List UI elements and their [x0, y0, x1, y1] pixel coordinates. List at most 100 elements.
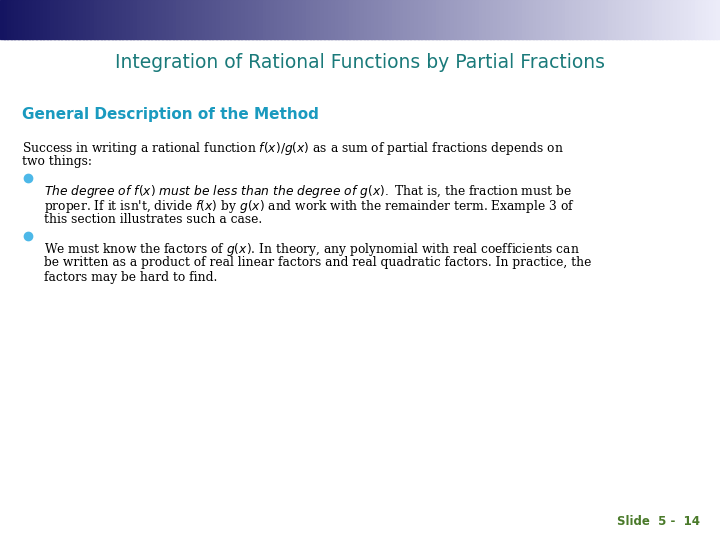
Bar	[688, 0, 692, 39]
Bar	[180, 0, 184, 39]
Bar	[407, 0, 411, 39]
Bar	[94, 0, 98, 39]
Bar	[425, 0, 429, 39]
Bar	[558, 0, 562, 39]
Bar	[79, 0, 84, 39]
Bar	[277, 0, 282, 39]
Bar	[191, 0, 195, 39]
Bar	[140, 0, 145, 39]
Bar	[155, 0, 159, 39]
Bar	[472, 0, 476, 39]
Bar	[551, 0, 555, 39]
Bar	[698, 0, 703, 39]
Bar	[486, 0, 490, 39]
Bar	[670, 0, 674, 39]
Bar	[655, 0, 660, 39]
Bar	[702, 0, 706, 39]
Bar	[328, 0, 332, 39]
Bar	[378, 0, 382, 39]
Bar	[342, 0, 346, 39]
Bar	[166, 0, 170, 39]
Bar	[598, 0, 602, 39]
Bar	[349, 0, 354, 39]
Bar	[270, 0, 274, 39]
Bar	[86, 0, 91, 39]
Bar	[468, 0, 472, 39]
Text: General Description of the Method: General Description of the Method	[22, 107, 319, 122]
Bar	[482, 0, 487, 39]
Bar	[32, 0, 37, 39]
Bar	[119, 0, 123, 39]
Bar	[209, 0, 213, 39]
Text: Success in writing a rational function $f(x)/g(x)$ as a sum of partial fractions: Success in writing a rational function $…	[22, 140, 564, 157]
Bar	[158, 0, 163, 39]
Bar	[29, 0, 33, 39]
Bar	[346, 0, 350, 39]
Bar	[126, 0, 130, 39]
Bar	[248, 0, 253, 39]
Bar	[227, 0, 231, 39]
Bar	[554, 0, 559, 39]
Bar	[634, 0, 638, 39]
Bar	[562, 0, 566, 39]
Text: factors may be hard to find.: factors may be hard to find.	[44, 271, 217, 284]
Bar	[382, 0, 386, 39]
Bar	[677, 0, 681, 39]
Bar	[400, 0, 404, 39]
Bar	[544, 0, 548, 39]
Bar	[666, 0, 670, 39]
Bar	[205, 0, 210, 39]
Bar	[659, 0, 663, 39]
Bar	[590, 0, 595, 39]
Bar	[4, 0, 8, 39]
Bar	[234, 0, 238, 39]
Bar	[112, 0, 116, 39]
Bar	[22, 0, 26, 39]
Bar	[11, 0, 15, 39]
Bar	[695, 0, 699, 39]
Bar	[580, 0, 584, 39]
Bar	[652, 0, 656, 39]
Bar	[587, 0, 591, 39]
Bar	[601, 0, 606, 39]
Bar	[439, 0, 444, 39]
Bar	[115, 0, 120, 39]
Bar	[144, 0, 148, 39]
Bar	[392, 0, 397, 39]
Bar	[644, 0, 649, 39]
Bar	[83, 0, 87, 39]
Bar	[266, 0, 271, 39]
Bar	[713, 0, 717, 39]
Bar	[454, 0, 458, 39]
Bar	[403, 0, 408, 39]
Text: We must know the factors of $g(x)$. In theory, any polynomial with real coeffici: We must know the factors of $g(x)$. In t…	[44, 241, 580, 258]
Bar	[47, 0, 51, 39]
Bar	[169, 0, 174, 39]
Bar	[637, 0, 642, 39]
Text: this section illustrates such a case.: this section illustrates such a case.	[44, 213, 262, 226]
Bar	[360, 0, 364, 39]
Bar	[515, 0, 519, 39]
Bar	[428, 0, 433, 39]
Bar	[533, 0, 537, 39]
Bar	[648, 0, 652, 39]
Bar	[504, 0, 508, 39]
Text: $\it{The\ degree\ of\ }$$f(x)$$\it{\ must\ be\ less\ than\ the\ degree\ of\ }$$g: $\it{The\ degree\ of\ }$$f(x)$$\it{\ mus…	[44, 183, 572, 200]
Bar	[101, 0, 105, 39]
Bar	[443, 0, 447, 39]
Bar	[54, 0, 58, 39]
Bar	[508, 0, 512, 39]
Bar	[616, 0, 620, 39]
Bar	[331, 0, 336, 39]
Bar	[706, 0, 710, 39]
Bar	[306, 0, 310, 39]
Bar	[122, 0, 127, 39]
Bar	[662, 0, 667, 39]
Bar	[619, 0, 624, 39]
Bar	[241, 0, 246, 39]
Bar	[130, 0, 134, 39]
Bar	[641, 0, 645, 39]
Bar	[198, 0, 202, 39]
Bar	[284, 0, 289, 39]
Bar	[716, 0, 720, 39]
